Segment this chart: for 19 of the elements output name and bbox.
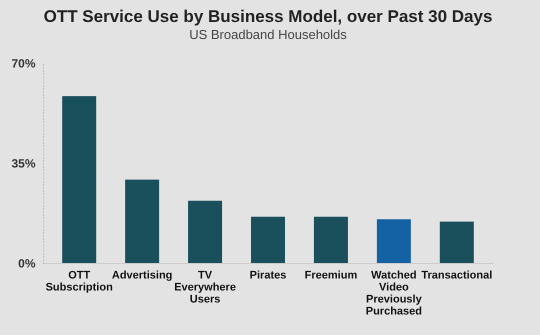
bar — [125, 180, 160, 263]
chart-title: OTT Service Use by Business Model, over Past 30 Days — [44, 7, 492, 26]
x-tick-label: Freemium — [304, 270, 358, 282]
x-tick-label: TV Everywhere Users — [174, 270, 236, 306]
x-tick-label: Advertising — [112, 270, 172, 282]
y-tick-label: 0% — [18, 256, 36, 270]
x-tick-label: OTT Subscription — [46, 270, 114, 294]
chart-subtitle: US Broadband Households — [189, 27, 348, 42]
x-tick-label: Watched Video Previously Purchased — [366, 270, 423, 318]
bar — [62, 96, 96, 263]
bar — [251, 216, 285, 263]
bar — [440, 222, 474, 263]
bar — [188, 200, 222, 263]
x-tick-label: Transactional — [421, 270, 492, 282]
y-tick-label: 35% — [11, 156, 36, 170]
x-tick-label: Pirates — [250, 270, 286, 282]
bar — [376, 219, 411, 263]
y-tick-label: 70% — [11, 56, 36, 70]
bar — [314, 216, 348, 263]
